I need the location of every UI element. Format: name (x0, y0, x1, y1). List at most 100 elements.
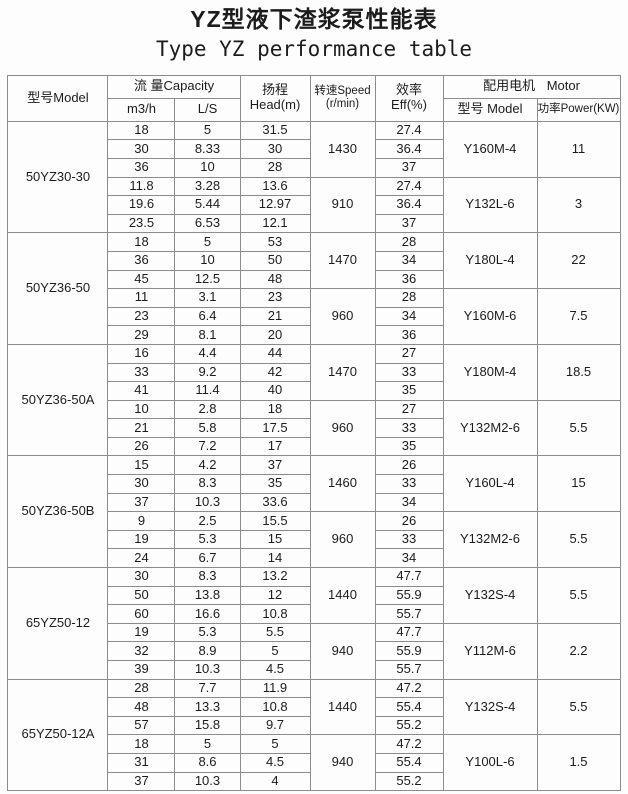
head-cell: 50 (239, 250, 311, 271)
head-cell: 21 (239, 306, 311, 327)
motor-model-cell: Y132S-4 (442, 678, 538, 736)
speed-cell: 1440 (309, 678, 376, 736)
speed-cell: 1430 (309, 120, 376, 178)
motor-model-cell: Y132M2-6 (442, 399, 538, 457)
capacity-ls-cell: 8.9 (174, 641, 241, 661)
motor-power-cell: 22 (536, 232, 621, 290)
table-row: 37 10.3 33.6 34 (8, 492, 620, 513)
capacity-m3h-cell: 60 (107, 604, 176, 624)
header-head-en: Head(m) (249, 97, 301, 113)
eff-cell: 35 (374, 436, 444, 457)
capacity-ls-cell: 8.3 (174, 474, 241, 494)
motor-model-cell: Y112M-6 (442, 622, 538, 680)
eff-cell: 34 (374, 250, 444, 271)
model-cell: 65YZ50-12 (7, 567, 109, 680)
table-row: 19.6 5.44 12.97 36.4 (8, 195, 620, 215)
head-cell: 35 (239, 474, 311, 494)
table-row: 50YZ36-50 18 5 53 1470 28 Y180L-4 22 (7, 232, 621, 345)
eff-cell: 27 (374, 399, 444, 420)
head-cell: 9.7 (239, 715, 311, 736)
capacity-ls-cell: 10 (174, 250, 241, 271)
table-row: 11 3.1 23 960 28 Y160M-6 7.5 (8, 288, 621, 345)
motor-model-cell: Y100L-6 (442, 734, 538, 792)
table-row: 23.5 6.53 12.1 37 (8, 213, 620, 234)
motor-power-cell: 15 (536, 455, 621, 513)
eff-cell: 33 (374, 529, 444, 550)
table-row: 36 10 50 34 (8, 250, 620, 271)
head-cell: 31.5 (239, 120, 311, 141)
model-cell: 50YZ36-50 (7, 232, 109, 345)
capacity-ls-cell: 7.2 (174, 436, 241, 457)
header-speed: 转速Speed (r/min) (309, 74, 376, 122)
capacity-m3h-cell: 48 (107, 697, 176, 717)
speed-cell: 910 (309, 176, 376, 234)
motor-model-cell: Y132L-6 (442, 176, 538, 234)
motor-power-cell: 7.5 (536, 288, 621, 345)
capacity-m3h-cell: 39 (107, 660, 176, 680)
capacity-m3h-cell: 11 (107, 288, 176, 308)
performance-table: 型号Model 流 量Capacity 扬程 Head(m) 转速Speed (… (7, 74, 621, 792)
eff-cell: 34 (374, 548, 444, 569)
eff-cell: 55.7 (374, 604, 444, 624)
capacity-ls-cell: 5 (174, 232, 241, 252)
capacity-m3h-cell: 16 (107, 343, 176, 364)
head-cell: 10.8 (239, 697, 311, 717)
motor-power-cell: 3 (536, 176, 621, 234)
head-cell: 17 (239, 436, 311, 457)
eff-cell: 27.4 (374, 120, 444, 141)
table-row: 21 5.8 17.5 33 (8, 418, 620, 438)
table-row: 23 6.4 21 34 (8, 306, 620, 327)
speed-cell: 1470 (309, 232, 376, 290)
table-row: 29 8.1 20 36 (8, 325, 620, 345)
header-eff-en: Eff(%) (391, 97, 427, 113)
head-cell: 17.5 (239, 418, 311, 438)
motor-model-cell: Y180L-4 (442, 232, 538, 290)
motor-model-cell: Y160L-4 (442, 455, 538, 513)
head-cell: 18 (239, 399, 311, 420)
eff-cell: 47.2 (374, 734, 444, 754)
motor-power-cell: 11 (536, 120, 621, 178)
page: YZ型液下渣浆泵性能表 Type YZ performance table 型号… (0, 6, 628, 792)
capacity-m3h-cell: 23 (107, 306, 176, 327)
capacity-ls-cell: 5 (174, 120, 241, 141)
head-cell: 4.5 (239, 752, 311, 773)
table-row: 30 8.3 35 33 (8, 474, 620, 494)
capacity-m3h-cell: 45 (107, 269, 176, 290)
model-cell: 50YZ36-50A (7, 343, 109, 457)
motor-power-cell: 2.2 (536, 622, 621, 680)
capacity-m3h-cell: 23.5 (107, 213, 176, 234)
head-cell: 40 (239, 381, 311, 401)
motor-power-cell: 5.5 (536, 399, 621, 457)
header-head: 扬程 Head(m) (239, 74, 311, 122)
table-row: 26 7.2 17 35 (8, 436, 620, 457)
eff-cell: 55.2 (374, 771, 444, 792)
capacity-m3h-cell: 26 (107, 436, 176, 457)
capacity-ls-cell: 8.1 (174, 325, 241, 345)
table-row: 11.8 3.28 13.6 910 27.4 Y132L-6 3 (8, 176, 621, 234)
header-ls: L/S (174, 97, 241, 122)
capacity-ls-cell: 8.3 (174, 567, 241, 587)
header-capacity: 流 量Capacity (107, 74, 241, 99)
head-cell: 14 (239, 548, 311, 569)
header-motor-power: 功率Power(KW) (536, 97, 621, 122)
motor-power-cell: 5.5 (536, 511, 621, 569)
capacity-m3h-cell: 33 (107, 362, 176, 383)
table-row: 10 2.8 18 960 27 Y132M2-6 5.5 (8, 399, 621, 457)
capacity-ls-cell: 10 (174, 157, 241, 178)
capacity-m3h-cell: 28 (107, 678, 176, 699)
table-row: 39 10.3 4.5 55.7 (8, 660, 620, 680)
head-cell: 28 (239, 157, 311, 178)
eff-cell: 27 (374, 343, 444, 364)
capacity-ls-cell: 6.4 (174, 306, 241, 327)
speed-cell: 960 (309, 511, 376, 569)
motor-model-cell: Y132M2-6 (442, 511, 538, 569)
eff-cell: 26 (374, 511, 444, 531)
table-row: 36 10 28 37 (8, 157, 620, 178)
eff-cell: 37 (374, 213, 444, 234)
performance-table-body: 50YZ30-30 18 5 31.5 1430 27.4 Y160M-4 11 30 8.33 3… (7, 120, 621, 792)
motor-model-cell: Y160M-4 (442, 120, 538, 178)
capacity-m3h-cell: 29 (107, 325, 176, 345)
head-cell: 23 (239, 288, 311, 308)
motor-model-cell: Y160M-6 (442, 288, 538, 345)
capacity-ls-cell: 4.2 (174, 455, 241, 476)
